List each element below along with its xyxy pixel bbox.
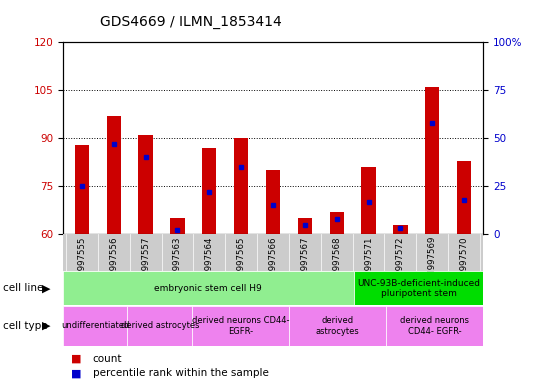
Text: UNC-93B-deficient-induced
pluripotent stem: UNC-93B-deficient-induced pluripotent st… [357, 279, 480, 298]
Text: ■: ■ [71, 354, 81, 364]
Text: GSM997568: GSM997568 [332, 236, 341, 288]
Text: GSM997570: GSM997570 [460, 236, 468, 288]
Bar [289, 306, 386, 346]
Bar [106, 116, 121, 234]
Bar [457, 161, 471, 234]
Text: derived
astrocytes: derived astrocytes [316, 316, 360, 336]
Bar [127, 306, 192, 346]
Text: GSM997555: GSM997555 [78, 236, 86, 288]
Bar [202, 148, 216, 234]
Text: GSM997572: GSM997572 [396, 236, 405, 288]
Text: GSM997566: GSM997566 [269, 236, 277, 288]
Bar [170, 218, 185, 234]
Bar [192, 306, 289, 346]
Text: cell type: cell type [3, 321, 48, 331]
Bar [330, 212, 344, 234]
Bar [298, 218, 312, 234]
Text: GSM997563: GSM997563 [173, 236, 182, 288]
Text: GSM997569: GSM997569 [428, 236, 437, 288]
Bar [63, 306, 127, 346]
Text: derived neurons CD44-
EGFR-: derived neurons CD44- EGFR- [192, 316, 289, 336]
Bar [354, 271, 483, 305]
Bar [63, 271, 354, 305]
Text: percentile rank within the sample: percentile rank within the sample [93, 368, 269, 378]
Text: count: count [93, 354, 122, 364]
Text: GSM997556: GSM997556 [109, 236, 118, 288]
Bar [393, 225, 407, 234]
Text: cell line: cell line [3, 283, 43, 293]
Text: GSM997564: GSM997564 [205, 236, 214, 288]
Bar [361, 167, 376, 234]
Text: GSM997571: GSM997571 [364, 236, 373, 288]
Bar [266, 170, 280, 234]
Text: ▶: ▶ [42, 321, 51, 331]
Text: derived astrocytes: derived astrocytes [121, 321, 199, 330]
Text: derived neurons
CD44- EGFR-: derived neurons CD44- EGFR- [400, 316, 469, 336]
Text: ■: ■ [71, 368, 81, 378]
Bar [234, 138, 248, 234]
Bar [75, 145, 89, 234]
Text: undifferentiated: undifferentiated [61, 321, 129, 330]
Text: GSM997557: GSM997557 [141, 236, 150, 288]
Text: embryonic stem cell H9: embryonic stem cell H9 [155, 284, 262, 293]
Bar [139, 135, 153, 234]
Text: GSM997567: GSM997567 [300, 236, 310, 288]
Bar [425, 87, 440, 234]
Text: GDS4669 / ILMN_1853414: GDS4669 / ILMN_1853414 [100, 15, 282, 29]
Text: ▶: ▶ [42, 283, 51, 293]
Text: GSM997565: GSM997565 [236, 236, 246, 288]
Bar [386, 306, 483, 346]
